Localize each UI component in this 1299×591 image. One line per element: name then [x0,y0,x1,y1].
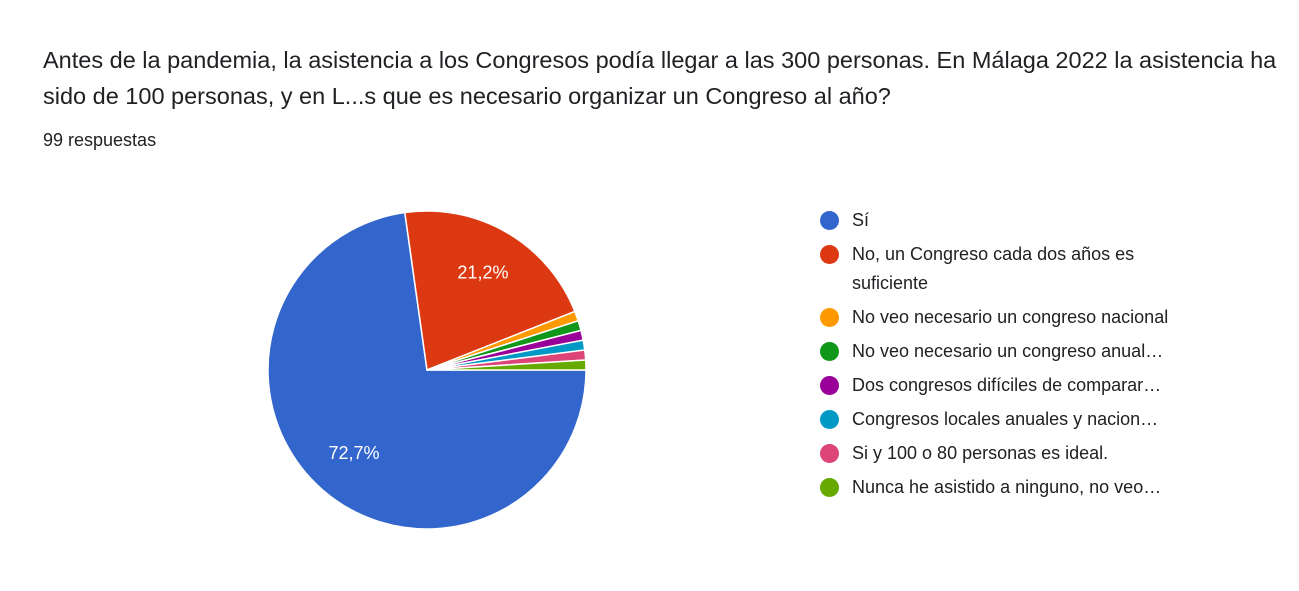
legend-item: Congresos locales anuales y nacion… [820,405,1210,434]
data-label: 72,7% [328,443,379,463]
legend-item: No veo necesario un congreso nacional [820,303,1210,332]
legend-label: Si y 100 o 80 personas es ideal. [852,443,1109,463]
legend-marker [820,211,839,230]
legend-label: No veo necesario un congreso nacional [852,307,1169,327]
legend-marker [820,245,839,264]
legend-label: No, un Congreso cada dos años es suficie… [852,244,1135,293]
legend-item: Dos congresos difíciles de comparar… [820,371,1210,400]
legend-marker [820,444,839,463]
legend-marker [820,308,839,327]
legend-item: No veo necesario un congreso anual… [820,337,1210,366]
legend-label: Congresos locales anuales y nacion… [852,409,1159,429]
pie-slice [426,359,587,371]
legend-item: Sí [820,206,1210,235]
legend-label: Nunca he asistido a ninguno, no veo… [852,477,1162,497]
legend: Sí No, un Congreso cada dos años es sufic… [820,206,1220,507]
legend-marker [820,376,839,395]
legend-marker [820,478,839,497]
legend-label: Sí [852,210,870,230]
legend-item: Nunca he asistido a ninguno, no veo… [820,473,1210,502]
legend-marker [820,410,839,429]
legend-label: Dos congresos difíciles de comparar… [852,375,1162,395]
pie-slice [403,210,576,372]
legend-marker [820,342,839,361]
legend-label: No veo necesario un congreso anual… [852,341,1164,361]
chart-subtitle: 99 respuestas [43,130,157,150]
data-label: 21,2% [457,263,508,283]
legend-item: Si y 100 o 80 personas es ideal. [820,439,1210,468]
legend-item: No, un Congreso cada dos años es suficie… [820,240,1210,298]
chart-title: Antes de la pandemia, la asistencia a lo… [43,47,1277,109]
